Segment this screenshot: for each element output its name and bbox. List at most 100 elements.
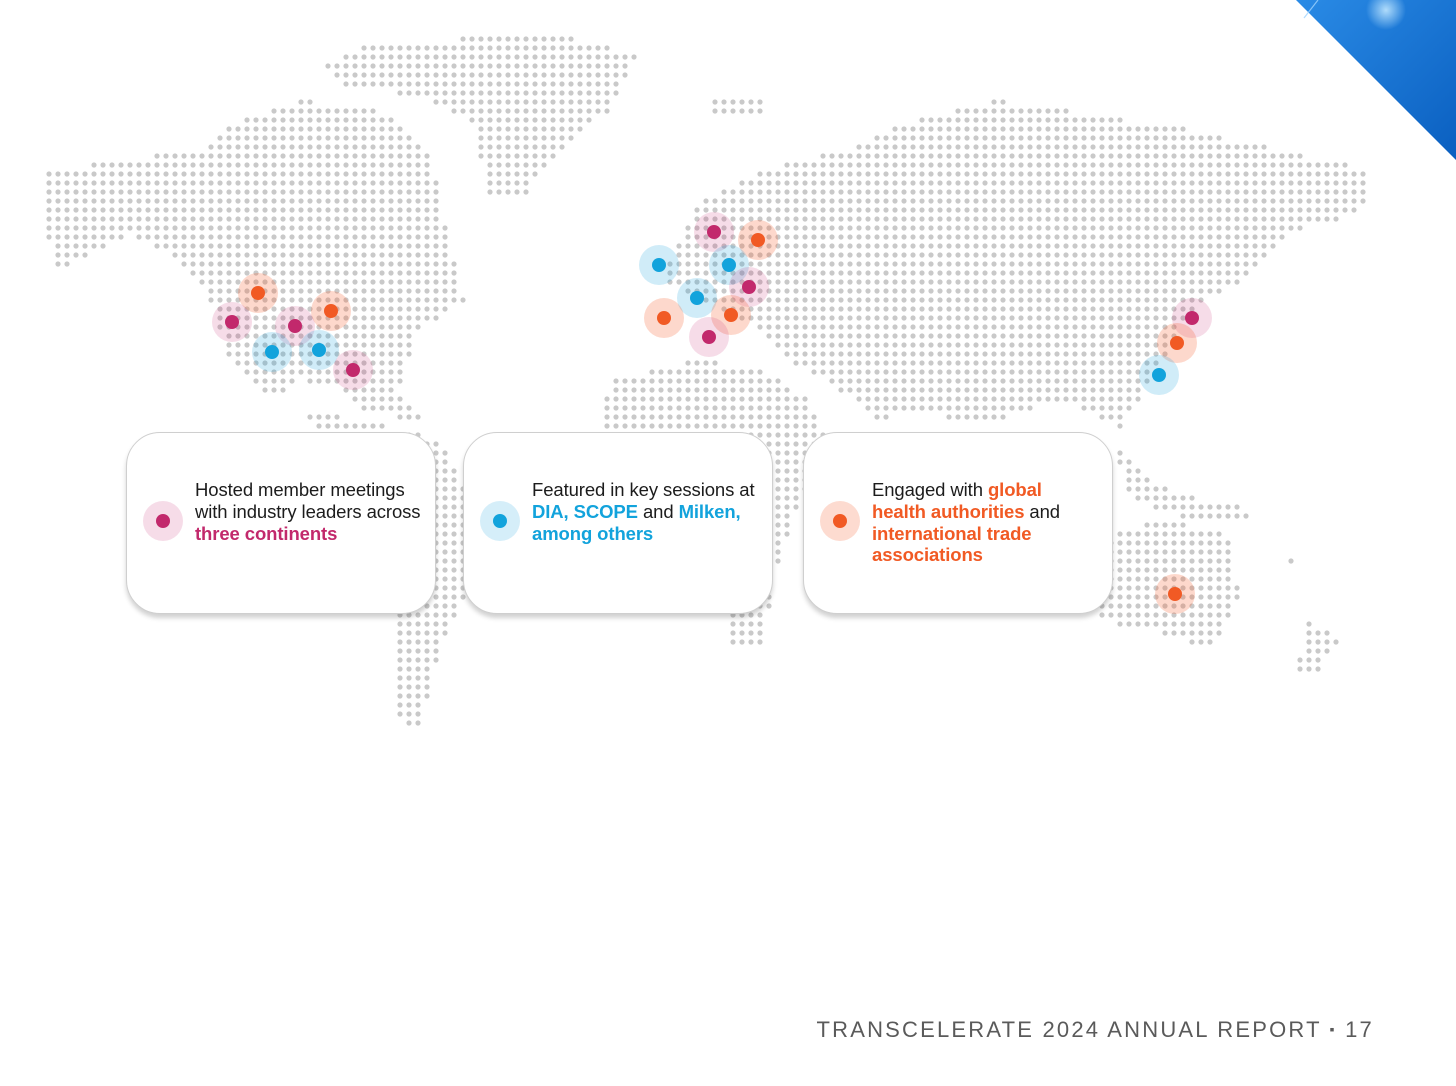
map-dot: [406, 333, 412, 339]
map-dot: [433, 63, 439, 69]
map-dot: [1081, 306, 1087, 312]
map-dot: [496, 126, 502, 132]
map-dot: [181, 225, 187, 231]
map-dot: [1117, 387, 1123, 393]
map-dot: [379, 342, 385, 348]
map-dot: [919, 243, 925, 249]
map-dot: [766, 378, 772, 384]
map-dot: [793, 459, 799, 465]
map-dot: [730, 288, 736, 294]
map-dot: [1162, 144, 1168, 150]
map-dot: [721, 234, 727, 240]
map-dot: [811, 180, 817, 186]
map-dot: [1225, 513, 1231, 519]
map-dot: [1162, 180, 1168, 186]
map-dot: [703, 414, 709, 420]
map-dot: [1063, 342, 1069, 348]
map-dot: [1117, 162, 1123, 168]
map-dot: [757, 432, 763, 438]
map-dot: [757, 414, 763, 420]
map-dot: [496, 117, 502, 123]
map-dot: [1036, 216, 1042, 222]
map-dot: [910, 153, 916, 159]
map-dot: [532, 162, 538, 168]
map-dot: [397, 297, 403, 303]
map-dot: [235, 162, 241, 168]
map-dot: [604, 108, 610, 114]
map-dot: [991, 261, 997, 267]
map-dot: [577, 45, 583, 51]
map-dot: [946, 252, 952, 258]
map-dot: [1162, 171, 1168, 177]
map-dot: [379, 216, 385, 222]
map-dot: [1099, 243, 1105, 249]
map-dot: [1108, 162, 1114, 168]
map-dot: [415, 189, 421, 195]
map-dot: [1135, 234, 1141, 240]
map-dot: [370, 45, 376, 51]
map-dot: [811, 360, 817, 366]
map-dot: [1180, 531, 1186, 537]
map-dot: [46, 234, 52, 240]
map-dot: [1171, 531, 1177, 537]
map-dot: [406, 621, 412, 627]
map-dot: [1009, 243, 1015, 249]
map-dot: [217, 180, 223, 186]
map-dot: [379, 207, 385, 213]
map-dot: [163, 207, 169, 213]
map-dot: [1216, 630, 1222, 636]
map-dot: [1324, 180, 1330, 186]
map-dot: [415, 243, 421, 249]
map-dot: [82, 243, 88, 249]
map-dot: [406, 639, 412, 645]
map-dot: [658, 405, 664, 411]
map-dot: [388, 81, 394, 87]
map-dot: [1000, 342, 1006, 348]
map-dot: [451, 63, 457, 69]
map-dot: [1072, 387, 1078, 393]
map-dot: [424, 234, 430, 240]
map-dot: [838, 297, 844, 303]
map-dot: [1288, 558, 1294, 564]
map-dot: [1117, 414, 1123, 420]
map-dot: [667, 369, 673, 375]
map-dot: [361, 297, 367, 303]
map-dot: [280, 333, 286, 339]
map-dot: [334, 117, 340, 123]
map-dot: [991, 270, 997, 276]
map-dot: [586, 72, 592, 78]
map-dot: [694, 270, 700, 276]
map-dot: [325, 261, 331, 267]
map-dot: [406, 306, 412, 312]
map-dot: [1342, 162, 1348, 168]
map-dot: [1036, 126, 1042, 132]
map-dot: [1000, 360, 1006, 366]
map-dot: [397, 702, 403, 708]
map-dot: [1144, 207, 1150, 213]
map-dot: [226, 252, 232, 258]
map-dot: [1171, 306, 1177, 312]
map-dot: [1189, 540, 1195, 546]
map-dot: [1036, 252, 1042, 258]
map-dot: [721, 189, 727, 195]
map-dot: [1027, 324, 1033, 330]
map-dot: [1054, 243, 1060, 249]
map-dot: [1045, 270, 1051, 276]
map-dot: [595, 81, 601, 87]
map-dot: [1225, 216, 1231, 222]
map-dot: [1117, 135, 1123, 141]
map-dot: [685, 288, 691, 294]
map-dot: [271, 198, 277, 204]
map-dot: [487, 81, 493, 87]
map-dot: [460, 90, 466, 96]
map-dot: [352, 162, 358, 168]
map-dot: [370, 324, 376, 330]
map-dot: [199, 225, 205, 231]
map-dot: [901, 189, 907, 195]
map-dot: [226, 189, 232, 195]
map-dot: [406, 243, 412, 249]
map-dot: [1018, 126, 1024, 132]
map-dot: [1252, 216, 1258, 222]
map-dot: [937, 252, 943, 258]
map-dot: [388, 297, 394, 303]
